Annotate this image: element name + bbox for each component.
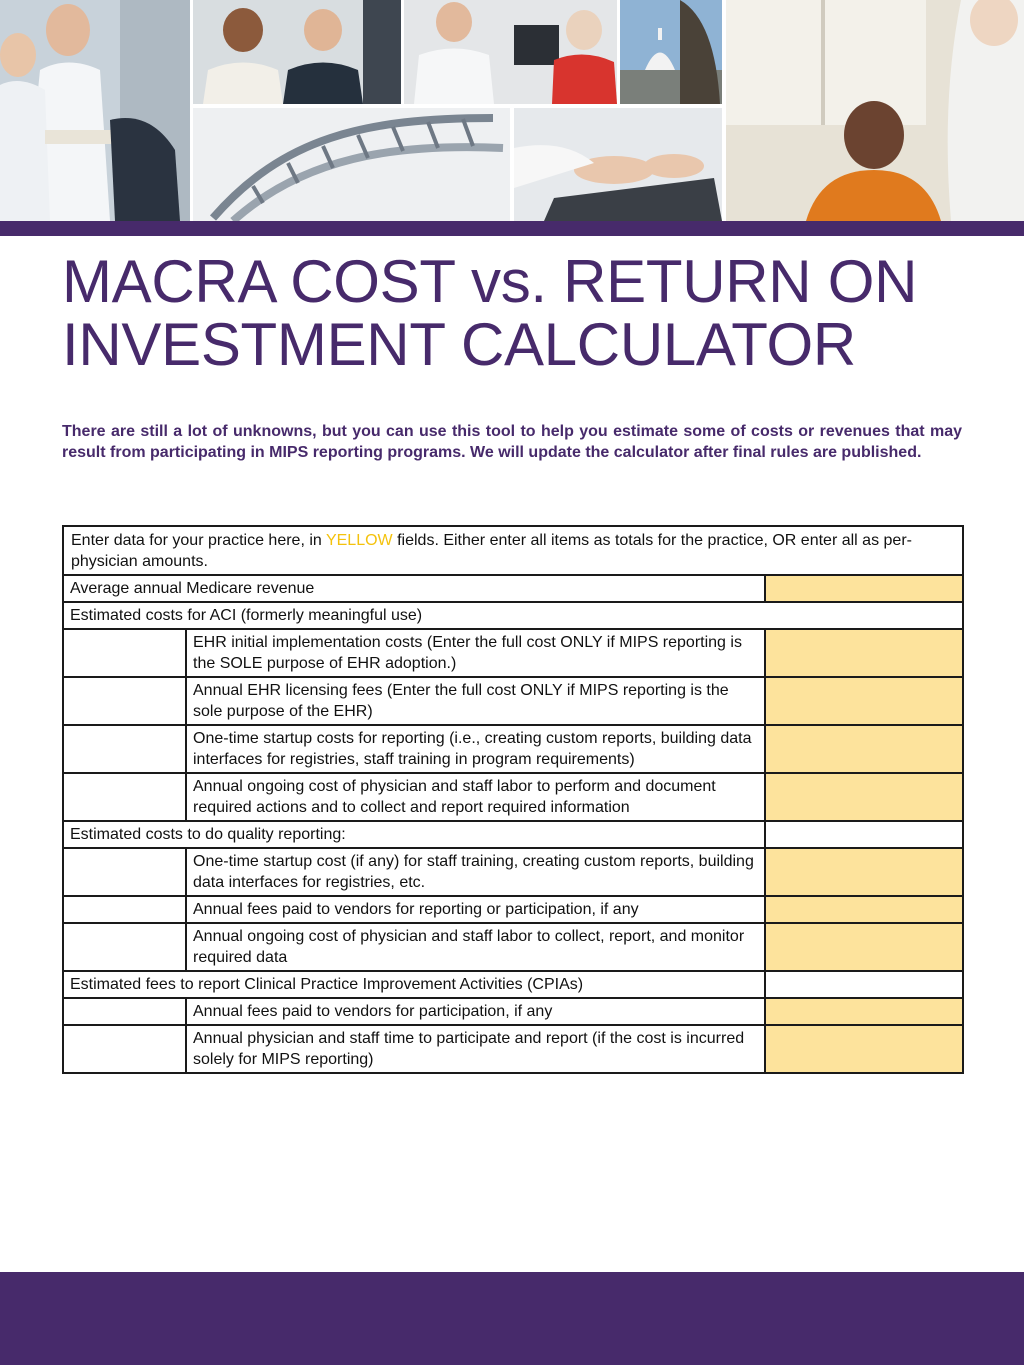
aci-ehr-implementation-input[interactable] <box>764 628 964 678</box>
instructions-cell: Enter data for your practice here, in YE… <box>62 525 964 576</box>
table-row-aci-labor: Annual ongoing cost of physician and sta… <box>62 772 964 822</box>
quality-vendor-fees-input[interactable] <box>764 895 964 924</box>
aci-ehr-implementation-label: EHR initial implementation costs (Enter … <box>185 628 766 678</box>
medicare-revenue-label: Average annual Medicare revenue <box>62 574 766 603</box>
indent-cell <box>62 676 187 726</box>
quality-startup-input[interactable] <box>764 847 964 897</box>
aci-labor-label: Annual ongoing cost of physician and sta… <box>185 772 766 822</box>
medicare-revenue-input[interactable] <box>764 574 964 603</box>
table-row-instructions: Enter data for your practice here, in YE… <box>62 525 964 576</box>
roi-calculator-table: Enter data for your practice here, in YE… <box>62 525 964 1074</box>
table-row-aci-startup: One-time startup costs for reporting (i.… <box>62 724 964 774</box>
page-title-line-1: MACRA COST vs. RETURN ON <box>62 248 918 315</box>
quality-section-heading: Estimated costs to do quality reporting: <box>62 820 766 849</box>
header-divider-bar <box>0 221 1024 236</box>
intro-paragraph: There are still a lot of unknowns, but y… <box>62 423 962 461</box>
cpia-vendor-fees-label: Annual fees paid to vendors for particip… <box>185 997 766 1026</box>
table-row-cpia-heading: Estimated fees to report Clinical Practi… <box>62 970 964 999</box>
table-row-aci-ehr-licensing: Annual EHR licensing fees (Enter the ful… <box>62 676 964 726</box>
aci-startup-label: One-time startup costs for reporting (i.… <box>185 724 766 774</box>
quality-vendor-fees-label: Annual fees paid to vendors for reportin… <box>185 895 766 924</box>
footer-band <box>0 1272 1024 1365</box>
quality-labor-input[interactable] <box>764 922 964 972</box>
aci-section-heading: Estimated costs for ACI (formerly meanin… <box>62 601 964 630</box>
table-row-aci-ehr-implementation: EHR initial implementation costs (Enter … <box>62 628 964 678</box>
indent-cell <box>62 628 187 678</box>
table-row-cpia-staff-time: Annual physician and staff time to parti… <box>62 1024 964 1074</box>
photo-dna-helix <box>193 108 510 221</box>
table-row-aci-heading: Estimated costs for ACI (formerly meanin… <box>62 601 964 630</box>
indent-cell <box>62 895 187 924</box>
aci-startup-input[interactable] <box>764 724 964 774</box>
indent-cell <box>62 1024 187 1074</box>
indent-cell <box>62 922 187 972</box>
cpia-section-heading: Estimated fees to report Clinical Practi… <box>62 970 766 999</box>
instructions-text-start: Enter data for your practice here, in <box>71 532 326 549</box>
table-row-quality-startup: One-time startup cost (if any) for staff… <box>62 847 964 897</box>
photo-smiling-women <box>193 0 401 104</box>
photo-smiling-child <box>726 0 1024 221</box>
photo-doctors-consulting <box>0 0 190 221</box>
indent-cell <box>62 847 187 897</box>
instructions-text-end: fields. Either enter all items as totals… <box>71 532 912 570</box>
aci-ehr-licensing-input[interactable] <box>764 676 964 726</box>
quality-labor-label: Annual ongoing cost of physician and sta… <box>185 922 766 972</box>
table-row-medicare-revenue: Average annual Medicare revenue <box>62 574 964 603</box>
table-row-quality-labor: Annual ongoing cost of physician and sta… <box>62 922 964 972</box>
indent-cell <box>62 772 187 822</box>
indent-cell <box>62 724 187 774</box>
table-row-cpia-vendor-fees: Annual fees paid to vendors for particip… <box>62 997 964 1026</box>
table-row-quality-heading: Estimated costs to do quality reporting: <box>62 820 964 849</box>
page-title: MACRA COST vs. RETURN ON INVESTMENT CALC… <box>62 250 982 376</box>
quality-startup-label: One-time startup cost (if any) for staff… <box>185 847 766 897</box>
quality-heading-blank-cell <box>764 820 964 849</box>
photo-capitol-building <box>620 0 722 104</box>
cpia-heading-blank-cell <box>764 970 964 999</box>
aci-labor-input[interactable] <box>764 772 964 822</box>
photo-doctor-with-patient <box>404 0 617 104</box>
cpia-staff-time-input[interactable] <box>764 1024 964 1074</box>
instructions-yellow-keyword: YELLOW <box>325 532 393 549</box>
indent-cell <box>62 997 187 1026</box>
cpia-staff-time-label: Annual physician and staff time to parti… <box>185 1024 766 1074</box>
table-row-quality-vendor-fees: Annual fees paid to vendors for reportin… <box>62 895 964 924</box>
photo-laptop-typing <box>514 108 722 221</box>
photo-collage-banner <box>0 0 1024 221</box>
aci-ehr-licensing-label: Annual EHR licensing fees (Enter the ful… <box>185 676 766 726</box>
cpia-vendor-fees-input[interactable] <box>764 997 964 1026</box>
page-title-line-2: INVESTMENT CALCULATOR <box>62 311 856 378</box>
